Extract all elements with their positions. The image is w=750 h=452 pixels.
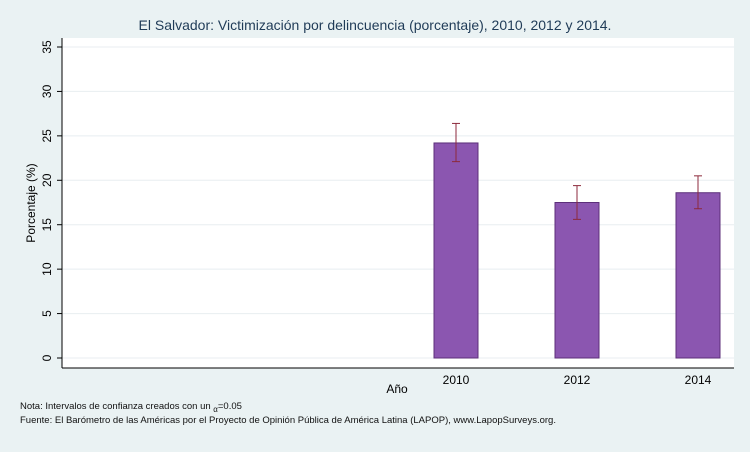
y-tick-label: 35 (40, 40, 54, 54)
x-axis-label: Año (386, 382, 408, 396)
chart-notes: Nota: Intervalos de confianza creados co… (20, 401, 556, 426)
note-line-2: Fuente: El Barómetro de las Américas por… (20, 414, 556, 426)
x-axis-ticks: 2010 2012 2014 (443, 373, 712, 387)
x-tick-label: 2014 (685, 373, 712, 387)
y-axis-label: Porcentaje (%) (24, 163, 38, 242)
alpha-symbol: α (213, 404, 218, 414)
note-line-1: Nota: Intervalos de confianza creados co… (20, 401, 556, 415)
y-tick-label: 10 (40, 262, 54, 276)
y-tick-label: 15 (40, 218, 54, 232)
note-prefix: Nota: Intervalos de confianza creados co… (20, 401, 214, 412)
gridlines (62, 46, 734, 359)
bar (675, 192, 721, 359)
bar (433, 142, 479, 359)
y-tick-label: 25 (40, 129, 54, 143)
x-tick-label: 2012 (564, 373, 591, 387)
y-tick-label: 20 (40, 173, 54, 187)
chart-title: El Salvador: Victimización por delincuen… (138, 17, 612, 33)
y-tick-label: 30 (40, 84, 54, 98)
y-axis-ticks: 0 5 10 15 20 25 30 35 (40, 40, 62, 361)
x-tick-label: 2010 (443, 373, 470, 387)
error-bars-group (452, 122, 702, 220)
note-suffix: =0.05 (217, 401, 242, 412)
bars-group (433, 142, 721, 359)
y-tick-label: 5 (40, 310, 54, 317)
bar (554, 202, 600, 359)
y-tick-label: 0 (40, 354, 54, 361)
plot-area (62, 38, 734, 368)
